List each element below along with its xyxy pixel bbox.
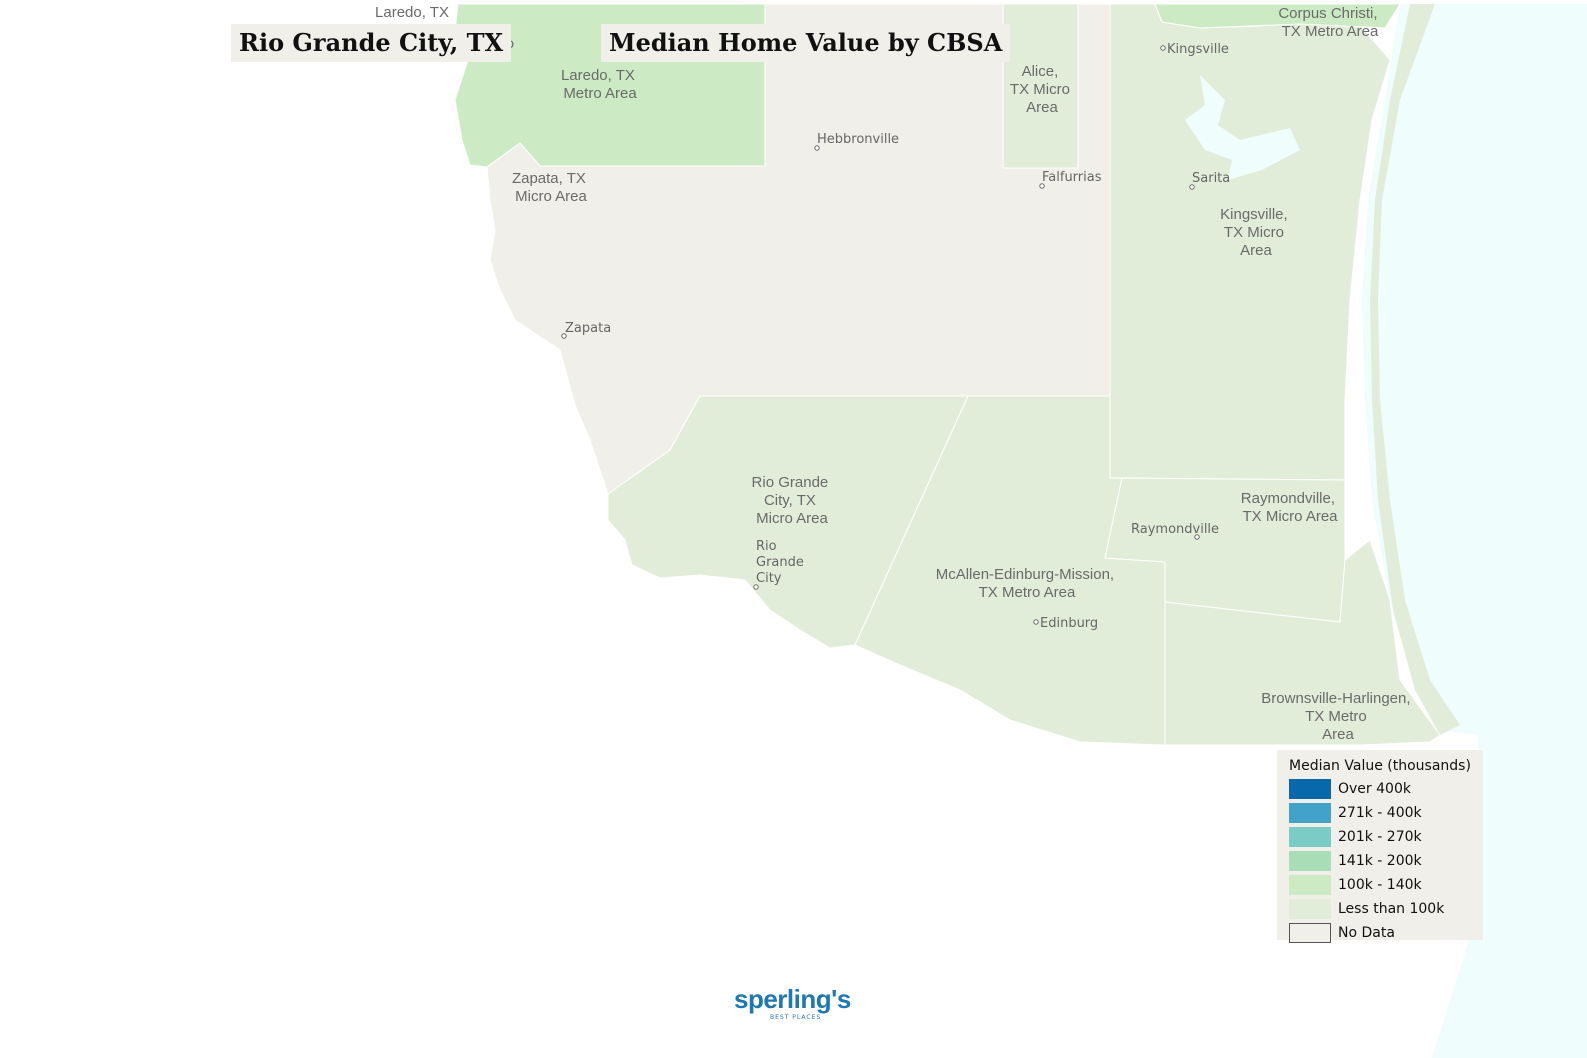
region-label-laredo-top: Laredo, TX	[375, 4, 449, 21]
city-dot-zapata	[561, 333, 567, 339]
region-label-brownsville: Brownsville-Harlingen, TX Metro Area	[1261, 690, 1414, 743]
legend: Median Value (thousands) Over 400k 271k …	[1277, 750, 1483, 943]
city-dot-hebbronville	[814, 145, 820, 151]
legend-label: Over 400k	[1338, 781, 1411, 797]
legend-item-no-data: No Data	[1289, 922, 1395, 944]
legend-item-271k-400k: 271k - 400k	[1289, 802, 1422, 824]
city-dot-rio-grande-city	[753, 584, 759, 590]
region-alice[interactable]	[1002, 3, 1079, 169]
region-brownsville[interactable]	[1164, 539, 1441, 746]
city-label-edinburg: Edinburg	[1040, 616, 1098, 631]
barrier-island	[1370, 4, 1460, 735]
legend-label: 201k - 270k	[1338, 829, 1422, 845]
legend-label: 271k - 400k	[1338, 805, 1422, 821]
city-label-hebbronville: Hebbronville	[817, 132, 899, 147]
city-label-zapata: Zapata	[565, 321, 611, 336]
city-label-raymondville: Raymondville	[1131, 522, 1219, 537]
city-dot-falfurrias	[1039, 183, 1045, 189]
city-dot-raymondville	[1194, 534, 1200, 540]
city-label-falfurrias: Falfurrias	[1042, 170, 1102, 185]
region-label-laredo: Laredo, TX Metro Area	[561, 67, 639, 102]
legend-item-201k-270k: 201k - 270k	[1289, 826, 1422, 848]
legend-swatch	[1289, 875, 1331, 895]
map-title: Median Home Value by CBSA	[601, 24, 1011, 62]
legend-label: 100k - 140k	[1338, 877, 1422, 893]
legend-item-less-than-100k: Less than 100k	[1289, 898, 1444, 920]
region-label-rio-grande-city: Rio Grande City, TX Micro Area	[752, 474, 833, 527]
legend-swatch	[1289, 827, 1331, 847]
legend-item-100k-140k: 100k - 140k	[1289, 874, 1422, 896]
legend-swatch	[1289, 803, 1331, 823]
logo-tagline: BEST PLACES	[770, 1014, 822, 1021]
region-label-raymondville: Raymondville, TX Micro Area	[1241, 490, 1339, 525]
baffin-bay	[1185, 75, 1300, 180]
legend-label: 141k - 200k	[1338, 853, 1422, 869]
legend-swatch	[1289, 779, 1331, 799]
legend-item-over-400k: Over 400k	[1289, 778, 1411, 800]
region-kingsville[interactable]	[1078, 3, 1391, 481]
region-label-kingsville: Kingsville, TX Micro Area	[1220, 206, 1292, 259]
region-label-mcallen: McAllen-Edinburg-Mission, TX Metro Area	[936, 566, 1119, 601]
sperlings-logo[interactable]: sperling's BEST PLACES	[734, 986, 854, 1030]
legend-label: Less than 100k	[1338, 901, 1445, 917]
region-rio-grande-city[interactable]	[607, 395, 969, 649]
city-dot-edinburg	[1033, 619, 1039, 625]
city-dot-sarita	[1189, 184, 1195, 190]
region-label-corpus-christi: Corpus Christi, TX Metro Area	[1278, 5, 1381, 40]
legend-item-141k-200k: 141k - 200k	[1289, 850, 1422, 872]
legend-swatch	[1289, 923, 1331, 943]
city-dot-kingsville	[1160, 45, 1166, 51]
legend-title: Median Value (thousands)	[1289, 758, 1471, 774]
location-title: Rio Grande City, TX	[231, 24, 512, 62]
region-label-zapata: Zapata, TX Micro Area	[512, 170, 590, 205]
city-label-rio-grande-city: Rio Grande City	[756, 539, 808, 586]
logo-wordmark: sperling's	[734, 984, 851, 1014]
region-corpus-christi[interactable]	[1154, 3, 1401, 29]
legend-swatch	[1289, 851, 1331, 871]
gulf-water	[1362, 4, 1587, 1058]
legend-label: No Data	[1338, 925, 1395, 941]
city-label-sarita: Sarita	[1192, 171, 1230, 186]
city-label-kingsville: Kingsville	[1167, 42, 1229, 57]
legend-swatch	[1289, 899, 1331, 919]
region-label-alice: Alice, TX Micro Area	[1010, 63, 1074, 116]
